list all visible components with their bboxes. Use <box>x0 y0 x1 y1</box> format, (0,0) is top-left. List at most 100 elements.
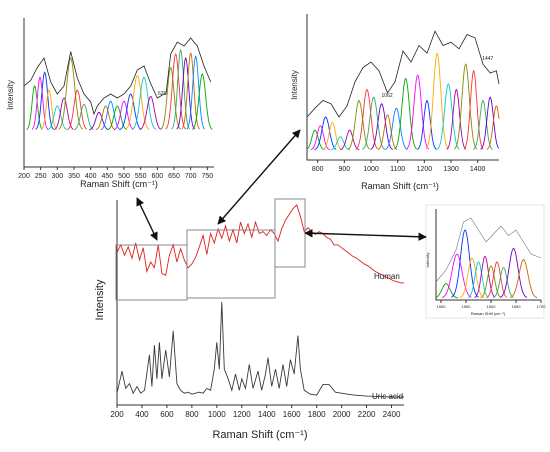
main-tick-label-800: 800 <box>185 410 199 419</box>
inset1-xlabel: Raman Shift (cm⁻¹) <box>80 179 158 189</box>
main-tick-label-1800: 1800 <box>308 410 326 419</box>
inset2-peak-20 <box>473 99 493 150</box>
inset2-peak-3 <box>322 121 343 151</box>
inset1-peak-13 <box>113 100 134 131</box>
inset1-tick-label-400: 400 <box>85 173 97 180</box>
inset3-peak-3 <box>459 257 485 299</box>
inset1-peak-15 <box>125 74 150 130</box>
main-xticks: 200 400 600 800 1000 1200 1400 1600 1800 2000 2200… <box>110 405 401 419</box>
arrow-zoom2 <box>217 129 301 225</box>
inset1-peak-22 <box>181 52 201 130</box>
inset1-peak-16 <box>131 76 157 130</box>
zoom-box-2 <box>186 229 276 299</box>
inset3-ylabel: Intensity <box>425 253 430 268</box>
inset2-peak-17 <box>446 88 467 150</box>
inset2-tick-label-1000: 1000 <box>363 166 379 173</box>
inset1-envelope-line <box>23 37 212 116</box>
inset3-peak-5 <box>474 255 496 298</box>
inset2-peak-5 <box>339 129 360 151</box>
inset3-peak-10 <box>509 259 538 299</box>
inset3-peak-0 <box>435 283 459 299</box>
zoom-box-3 <box>274 198 306 268</box>
inset1-peak-7 <box>67 89 88 131</box>
inset2-peak-8 <box>362 96 386 150</box>
label-human: Human <box>374 272 400 281</box>
inset1-peak-11 <box>100 100 121 131</box>
inset-chart-1490-1700: Intensity Raman Shift (cm⁻¹) 1500 1550 160… <box>425 204 546 319</box>
inset3-peak-1 <box>441 253 472 298</box>
inset2-tick-label-1100: 1100 <box>390 166 405 173</box>
inset2-peak-13 <box>406 74 430 150</box>
inset2-axes <box>306 14 499 161</box>
inset1-peak-3 <box>40 89 58 130</box>
inset1-peak-6 <box>58 57 83 130</box>
inset1-peak-2 <box>35 71 54 130</box>
inset1-tick-label-550: 550 <box>135 173 147 180</box>
main-tick-label-2200: 2200 <box>358 410 376 419</box>
inset1-peak-5 <box>53 97 74 131</box>
inset3-tick-label-1650: 1650 <box>512 304 522 309</box>
inset3-tick-label-1550: 1550 <box>462 304 472 309</box>
inset1-peak-19 <box>165 53 187 130</box>
inset1-peak-fits <box>26 48 213 131</box>
inset1-peak-21 <box>176 56 196 130</box>
inset2-peak-1 <box>310 125 330 151</box>
inset1-peak-14 <box>119 93 142 131</box>
inset2-tick-label-1300: 1300 <box>443 166 459 173</box>
inset1-peak-0 <box>26 85 43 130</box>
inset2-tick-label-1200: 1200 <box>417 166 433 173</box>
main-ylabel: Intensity <box>94 279 106 320</box>
inset1-peak-10 <box>95 105 116 131</box>
inset3-tick-label-1500: 1500 <box>437 304 447 309</box>
inset1-tick-label-250: 250 <box>35 173 47 180</box>
arrow-zoom1 <box>136 197 158 241</box>
main-axes <box>116 200 404 406</box>
main-tick-label-2400: 2400 <box>383 410 401 419</box>
inset2-peak-21 <box>480 96 500 150</box>
inset1-axes <box>23 18 214 168</box>
inset1-xticks: 200 250 300 350 400 450 500 550 600 650 700 750 <box>18 167 213 180</box>
main-tick-label-1200: 1200 <box>233 410 251 419</box>
inset2-peak-4 <box>330 136 350 151</box>
inset3-frame <box>425 204 545 319</box>
inset1-peak-24 <box>192 73 213 130</box>
inset3-peak-8 <box>492 267 514 299</box>
main-tick-label-200: 200 <box>110 410 124 419</box>
inset2-peak-14 <box>417 99 437 150</box>
inset3-peak-7 <box>486 261 508 299</box>
inset1-peak-8 <box>73 103 94 131</box>
inset2-peak-18 <box>454 63 478 150</box>
inset3-peak-fits <box>435 229 538 299</box>
inset2-envelope-line <box>306 30 500 118</box>
inset2-peak-7 <box>355 88 378 150</box>
inset-chart-200-770: Intensity Raman Shift (cm⁻¹) 200 250 300 35… <box>6 18 214 189</box>
inset2-tick-label-900: 900 <box>338 166 350 173</box>
series-uric-acid-line <box>116 301 404 398</box>
inset2-tick-label-1400: 1400 <box>470 166 486 173</box>
inset1-ylabel: Intensity <box>6 80 15 110</box>
inset1-tick-label-450: 450 <box>101 173 113 180</box>
inset1-tick-label-650: 650 <box>168 173 180 180</box>
inset1-tick-label-750: 750 <box>201 173 213 180</box>
inset2-ylabel: Intensity <box>290 70 299 100</box>
inset1-tick-label-500: 500 <box>118 173 130 180</box>
inset2-peak-19 <box>463 69 484 150</box>
series-human-line <box>116 204 404 284</box>
inset3-envelope-line <box>435 217 542 283</box>
inset1-tick-label-700: 700 <box>185 173 197 180</box>
inset1-tick-label-300: 300 <box>51 173 63 180</box>
inset2-annotation-1062: 1062 <box>382 93 393 99</box>
zoom-box-1 <box>115 244 188 301</box>
inset-chart-760-1480: Intensity Raman Shift (cm⁻¹) 800 900 1000 1… <box>290 14 500 191</box>
inset2-peak-16 <box>436 83 460 150</box>
main-tick-label-600: 600 <box>160 410 174 419</box>
inset2-peak-0 <box>306 129 325 151</box>
arrow-zoom3 <box>304 229 427 241</box>
main-tick-label-1400: 1400 <box>258 410 276 419</box>
inset2-peak-15 <box>425 52 449 150</box>
inset2-tick-label-800: 800 <box>312 166 324 173</box>
main-chart: Intensity Raman Shift (cm⁻¹) 200 400 600 80… <box>94 198 404 441</box>
inset2-peak-12 <box>394 77 418 150</box>
